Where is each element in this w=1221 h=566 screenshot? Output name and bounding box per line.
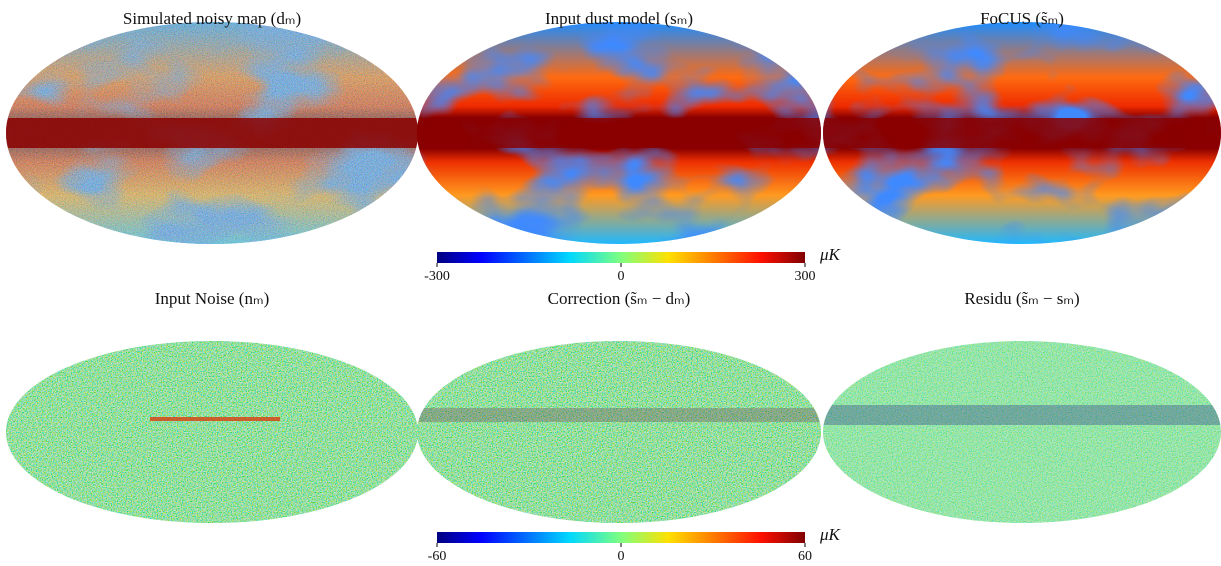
- map-title: FoCUS (s̃ₘ): [980, 9, 1064, 28]
- tick-label: 0: [618, 269, 625, 284]
- tick-label: 0: [618, 549, 625, 564]
- tick-label: -300: [424, 269, 450, 284]
- map-title: Input dust model (sₘ): [545, 9, 693, 28]
- map-noisy: [6, 22, 418, 244]
- map-title: Residu (s̃ₘ − sₘ): [964, 289, 1079, 308]
- map-noise: [6, 341, 418, 523]
- map-focus: [823, 22, 1221, 244]
- tick-label: 300: [795, 269, 816, 284]
- figure: Simulated noisy map (dₘ) Input dust model…: [0, 0, 1221, 566]
- colorbar: [437, 252, 805, 263]
- map-dust: [417, 22, 821, 244]
- colorbar: [437, 532, 805, 543]
- map-title: Simulated noisy map (dₘ): [123, 9, 301, 28]
- colorbar-unit: μK: [819, 245, 842, 264]
- colorbar-unit: μK: [819, 525, 842, 544]
- map-correction: [417, 341, 821, 523]
- tick-label: 60: [798, 549, 812, 564]
- tick-label: -60: [428, 549, 447, 564]
- map-title: Input Noise (nₘ): [155, 289, 269, 308]
- map-residu: [823, 341, 1221, 523]
- map-title: Correction (s̃ₘ − dₘ): [548, 289, 691, 308]
